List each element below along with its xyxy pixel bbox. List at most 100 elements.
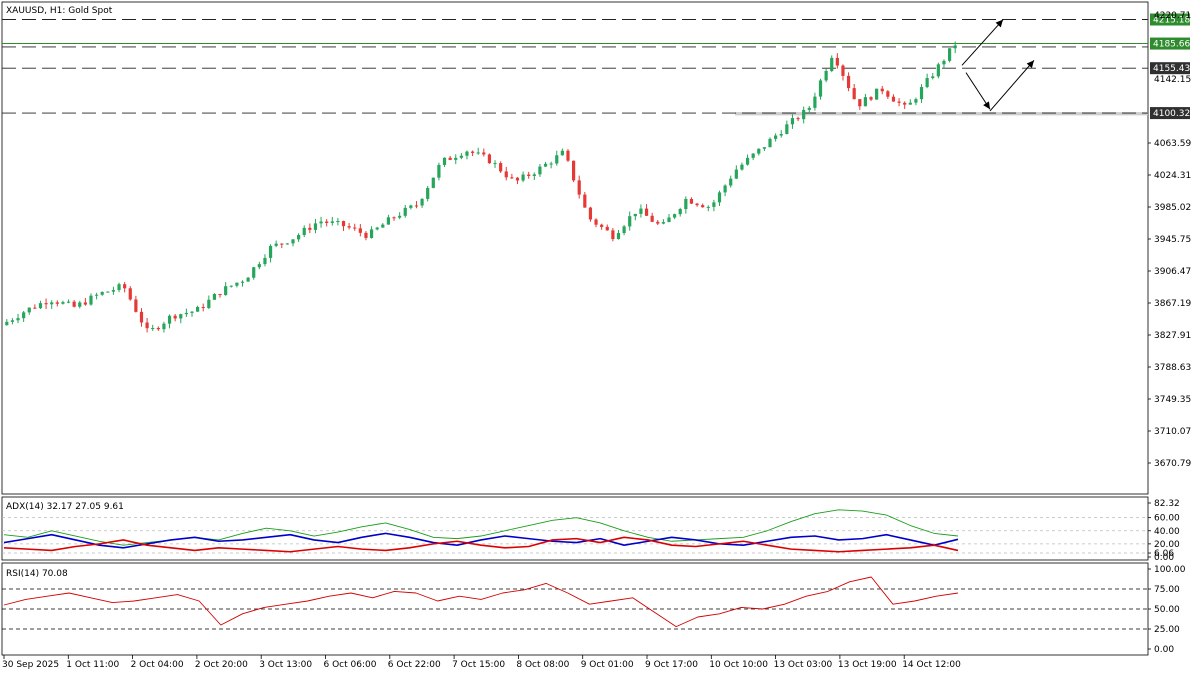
candle-body — [852, 88, 856, 100]
candle-body — [128, 288, 132, 300]
candle-body — [353, 227, 357, 229]
price-series — [2, 19, 1148, 333]
candle-body — [229, 285, 233, 287]
candle-body — [414, 205, 419, 207]
candle-body — [100, 292, 104, 295]
arrow-head — [983, 101, 990, 110]
candle-body — [717, 192, 722, 203]
candle-body — [470, 151, 475, 153]
candle-body — [594, 219, 598, 225]
candle-body — [802, 109, 806, 120]
candle-body — [268, 245, 273, 258]
candle-body — [903, 102, 907, 105]
arrow-head — [995, 19, 1003, 28]
candle-body — [639, 208, 643, 214]
candle-body — [734, 169, 738, 179]
x-axis: 30 Sep 2025 1 Oct 11:00 2 Oct 04:00 2 Oct 2… — [2, 655, 961, 670]
candle-body — [117, 284, 121, 291]
candle-body — [813, 96, 817, 108]
support-zone — [735, 112, 1148, 116]
candle-body — [830, 57, 834, 71]
candle-body — [403, 207, 407, 216]
candle-body — [224, 286, 228, 296]
candle-body — [358, 228, 362, 233]
price-tick-label: 4024.31 — [1154, 171, 1191, 181]
price-tick-label: 3867.19 — [1154, 299, 1191, 309]
candle-body — [364, 232, 368, 238]
candle-body — [616, 233, 621, 240]
candle-body — [139, 311, 144, 323]
candle-body — [162, 323, 166, 330]
candle-body — [179, 314, 183, 319]
candle-body — [184, 312, 188, 315]
candle-body — [319, 221, 323, 224]
candle-body — [252, 267, 256, 278]
candle-body — [779, 134, 783, 136]
price-tick-label: 3788.63 — [1154, 363, 1191, 373]
candle-body — [10, 320, 15, 322]
projection-arrow — [965, 72, 991, 110]
candle-body — [5, 321, 9, 326]
x-tick-label: 13 Oct 19:00 — [838, 660, 897, 670]
arrow-head — [1026, 60, 1034, 69]
candle-body — [16, 318, 20, 321]
price-tick-label: 3906.47 — [1154, 267, 1191, 277]
candle-body — [577, 180, 581, 195]
price-tag — [1150, 62, 1190, 75]
price-tag-label: 4220.71 — [1154, 11, 1191, 21]
indicator-line — [3, 532, 959, 549]
candle-body — [818, 80, 823, 97]
candle-body — [869, 97, 873, 100]
indicator-tick-label: 40.00 — [1154, 527, 1180, 537]
candle-body — [689, 198, 694, 204]
candle-body — [50, 302, 54, 305]
candle-body — [510, 177, 514, 179]
price-tag-label: 4100.32 — [1153, 109, 1190, 119]
candle-body — [426, 187, 430, 199]
candle-body — [398, 215, 402, 218]
x-tick-label: 2 Oct 04:00 — [131, 660, 184, 670]
candle-body — [325, 221, 329, 223]
candle-body — [22, 312, 26, 319]
candle-body — [151, 328, 155, 330]
candle-body — [745, 157, 750, 165]
candle-body — [347, 226, 351, 228]
candle-body — [661, 222, 665, 224]
price-tag — [1150, 107, 1190, 120]
indicator-tick-label: 50.00 — [1154, 605, 1180, 615]
candle-body — [218, 294, 222, 296]
price-tick-label: 4063.59 — [1154, 139, 1191, 149]
x-tick-label: 8 Oct 08:00 — [516, 660, 569, 670]
candle-body — [532, 174, 536, 176]
candle-body — [919, 87, 924, 100]
candle-body — [751, 153, 755, 158]
candle-body — [807, 107, 811, 110]
price-tick-label: 3945.75 — [1154, 235, 1191, 245]
candle-body — [201, 307, 205, 309]
x-tick-label: 7 Oct 15:00 — [452, 660, 505, 670]
candle-body — [942, 60, 946, 65]
candle-body — [914, 99, 918, 103]
candle-body — [712, 202, 716, 207]
candle-body — [27, 307, 31, 313]
candle-body — [442, 157, 447, 165]
candle-body — [538, 166, 542, 175]
x-tick-label: 30 Sep 2025 — [2, 660, 59, 670]
candle-body — [740, 164, 744, 170]
candle-body — [145, 322, 149, 329]
candle-body — [336, 221, 340, 223]
candle-body — [173, 315, 177, 319]
candle-body — [437, 164, 441, 178]
candle-body — [521, 174, 525, 181]
candle-body — [571, 160, 576, 181]
candle-body — [375, 227, 379, 230]
candle-body — [633, 213, 637, 217]
candle-body — [459, 155, 463, 158]
candle-body — [931, 76, 935, 79]
x-tick-label: 6 Oct 22:00 — [388, 660, 441, 670]
candle-body — [796, 118, 800, 120]
candle-body — [650, 215, 654, 222]
candle-body — [785, 124, 789, 135]
candle-body — [628, 216, 632, 227]
candle-body — [55, 302, 59, 304]
